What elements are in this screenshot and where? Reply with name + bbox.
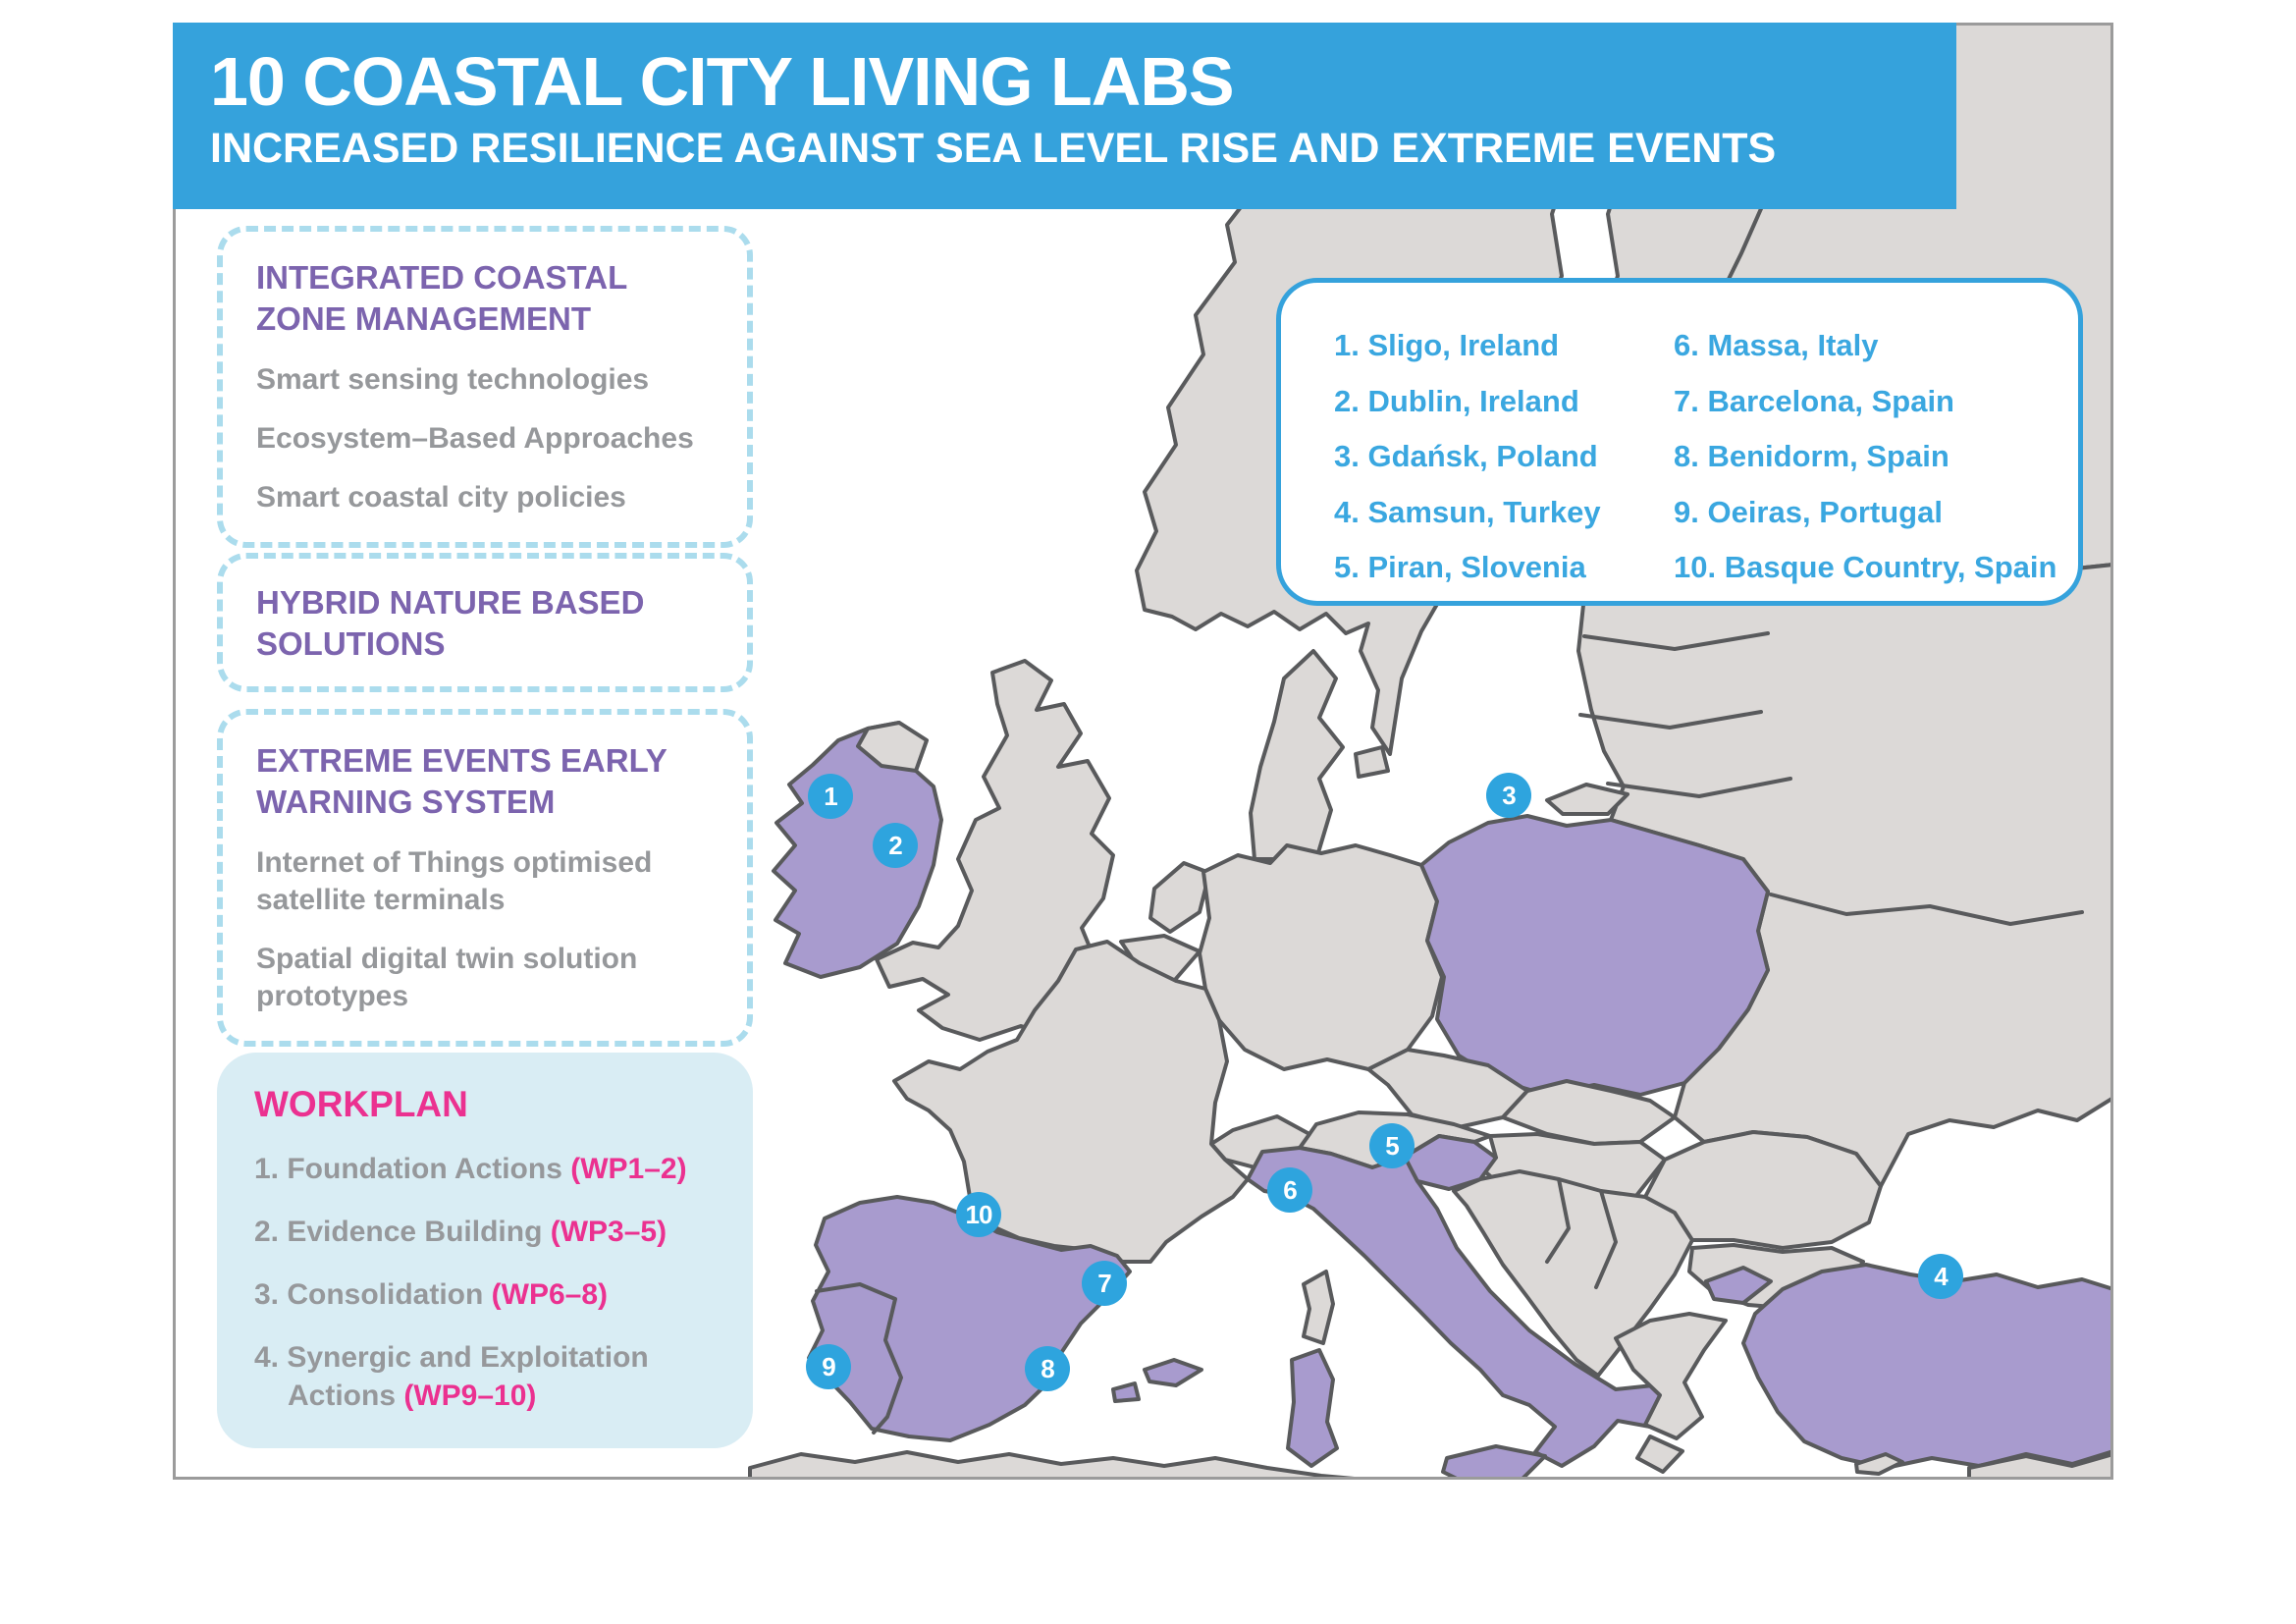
info-box-item: Ecosystem–Based Approaches	[256, 422, 694, 455]
legend-entry: 9. Oeiras, Portugal	[1674, 494, 1943, 529]
island-corsica	[1302, 1270, 1335, 1345]
border-croatia-bosnia	[1545, 1177, 1571, 1264]
info-box-item: Internet of Things optimised satellite t…	[256, 846, 653, 916]
border-portugal-spain	[815, 1282, 903, 1435]
region-northern-ireland	[856, 721, 929, 773]
info-box-item: Smart sensing technologies	[256, 363, 650, 396]
page-title: 10 COASTAL CITY LIVING LABS	[210, 43, 1235, 120]
island-ibiza-highlighted	[1111, 1381, 1141, 1403]
city-legend: 1. Sligo, Ireland 2. Dublin, Ireland 3. …	[1276, 278, 2083, 606]
info-box-integrated-coastal-zone-management: INTEGRATED COASTAL ZONE MANAGEMENT Smart…	[217, 226, 753, 548]
map-marker-gdansk: 3	[1486, 773, 1531, 818]
map-marker-basque-country: 10	[956, 1192, 1001, 1237]
workplan-heading: WORKPLAN	[254, 1084, 468, 1124]
info-box-item: Spatial digital twin solution prototypes	[256, 943, 638, 1012]
border-belarus-ukraine	[1769, 893, 2084, 926]
country-germany	[1198, 843, 1444, 1071]
legend-entry: 10. Basque Country, Spain	[1674, 550, 2057, 584]
legend-entry: 4. Samsun, Turkey	[1334, 494, 1601, 529]
map-marker-samsun: 4	[1918, 1254, 1963, 1299]
border-lithuania-belarus	[1606, 777, 1792, 798]
country-romania	[1643, 1130, 1883, 1250]
country-greece	[1614, 1312, 1728, 1440]
legend-entry: 3. Gdańsk, Poland	[1334, 439, 1598, 473]
workplan-item: 4. Synergic and Exploitation Actions (WP…	[254, 1341, 649, 1412]
workplan-item: 1. Foundation Actions (WP1–2)	[254, 1153, 687, 1185]
map-marker-dublin: 2	[873, 823, 918, 868]
island-sardinia-highlighted	[1286, 1348, 1339, 1468]
map-marker-massa: 6	[1267, 1167, 1312, 1213]
legend-entry: 6. Massa, Italy	[1674, 328, 1879, 362]
legend-entry: 5. Piran, Slovenia	[1334, 550, 1586, 584]
header-banner: 10 COASTAL CITY LIVING LABS INCREASED RE…	[173, 23, 1956, 209]
legend-entry: 8. Benidorm, Spain	[1674, 439, 1949, 473]
island-cyprus	[1854, 1452, 1904, 1476]
region-kaliningrad	[1545, 783, 1629, 816]
country-czechia	[1366, 1048, 1529, 1129]
legend-entry: 2. Dublin, Ireland	[1334, 383, 1579, 418]
border-estonia-latvia	[1582, 631, 1770, 651]
country-netherlands	[1148, 861, 1211, 934]
workplan-box: WORKPLAN 1. Foundation Actions (WP1–2) 2…	[217, 1053, 753, 1448]
wp-tag: (WP3–5)	[550, 1216, 667, 1248]
border-bosnia-serbia	[1594, 1189, 1618, 1289]
country-poland-highlighted	[1419, 814, 1770, 1097]
island-sicily-highlighted	[1441, 1444, 1547, 1477]
legend-entry: 1. Sligo, Ireland	[1334, 328, 1560, 362]
country-denmark	[1249, 649, 1345, 861]
info-box-item: Smart coastal city policies	[256, 481, 626, 514]
border-latvia-lithuania	[1578, 710, 1763, 730]
map-marker-oeiras: 9	[806, 1344, 851, 1389]
wp-tag: (WP9–10)	[403, 1380, 537, 1412]
info-box-hybrid-nature-based-solutions: HYBRID NATURE BASED SOLUTIONS	[217, 553, 753, 692]
island-mallorca-highlighted	[1143, 1358, 1203, 1387]
region-peloponnese	[1635, 1435, 1684, 1474]
map-marker-barcelona: 7	[1082, 1261, 1127, 1306]
info-box-heading: EXTREME EVENTS EARLY WARNING SYSTEM	[256, 742, 667, 820]
map-marker-sligo: 1	[808, 774, 853, 819]
country-great-britain	[875, 659, 1115, 1042]
info-box-extreme-events-early-warning: EXTREME EVENTS EARLY WARNING SYSTEM Inte…	[217, 709, 753, 1047]
country-slovenia-highlighted	[1403, 1134, 1498, 1191]
region-levant	[1967, 1452, 2110, 1477]
workplan-item: 3. Consolidation (WP6–8)	[254, 1278, 609, 1311]
map-marker-piran: 5	[1369, 1123, 1415, 1168]
map-marker-benidorm: 8	[1025, 1346, 1070, 1391]
legend-entry: 7. Barcelona, Spain	[1674, 383, 1954, 418]
workplan-item: 2. Evidence Building (WP3–5)	[254, 1216, 667, 1248]
legend-column-2: 6. Massa, Italy 7. Barcelona, Spain 8. B…	[1674, 318, 2078, 601]
wp-tag: (WP1–2)	[570, 1153, 687, 1185]
wp-tag: (WP6–8)	[491, 1278, 609, 1311]
region-turkey-thrace-highlighted	[1704, 1266, 1773, 1305]
island-zealand	[1354, 745, 1390, 779]
page-subtitle: INCREASED RESILIENCE AGAINST SEA LEVEL R…	[210, 125, 1777, 172]
info-box-heading: HYBRID NATURE BASED SOLUTIONS	[256, 584, 645, 662]
country-slovakia	[1501, 1079, 1677, 1146]
info-box-heading: INTEGRATED COASTAL ZONE MANAGEMENT	[256, 259, 627, 337]
legend-column-1: 1. Sligo, Ireland 2. Dublin, Ireland 3. …	[1334, 318, 1674, 601]
region-north-africa	[748, 1450, 1355, 1477]
